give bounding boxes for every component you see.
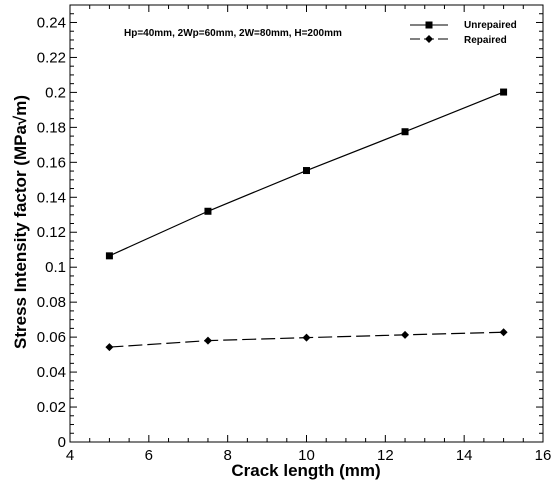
data-point-repaired bbox=[401, 330, 410, 339]
data-point-unrepaired bbox=[105, 252, 113, 260]
data-point-repaired bbox=[203, 336, 212, 345]
y-tick-label: 0.04 bbox=[37, 364, 66, 381]
x-tick-label: 8 bbox=[223, 447, 231, 464]
legend-label-repaired: Repaired bbox=[464, 35, 507, 46]
data-point-unrepaired bbox=[500, 88, 508, 96]
x-tick-label: 4 bbox=[66, 447, 74, 464]
y-tick-label: 0 bbox=[58, 434, 66, 451]
data-point-repaired bbox=[105, 343, 114, 352]
y-tick-label: 0.2 bbox=[45, 84, 66, 101]
data-point-repaired bbox=[499, 328, 508, 337]
data-point-unrepaired bbox=[303, 167, 310, 175]
data-point-unrepaired bbox=[401, 128, 409, 136]
x-axis-title: Crack length (mm) bbox=[231, 461, 380, 480]
data-point-unrepaired bbox=[204, 207, 212, 215]
plot-frame bbox=[69, 4, 544, 443]
y-tick-label: 0.16 bbox=[37, 154, 66, 171]
x-tick-label: 16 bbox=[535, 447, 552, 464]
x-tick-label: 6 bbox=[145, 447, 153, 464]
y-tick-label: 0.18 bbox=[37, 119, 66, 136]
x-tick-label: 10 bbox=[298, 447, 315, 464]
legend-label-unrepaired: Unrepaired bbox=[464, 20, 517, 31]
y-tick-label: 0.14 bbox=[37, 189, 66, 206]
y-tick-label: 0.02 bbox=[37, 399, 66, 416]
y-tick-label: 0.06 bbox=[37, 329, 66, 346]
legend: Unrepaired Repaired bbox=[410, 20, 517, 46]
y-tick-label: 0.24 bbox=[37, 14, 66, 31]
series-layer bbox=[105, 88, 508, 352]
x-tick-label: 12 bbox=[377, 447, 394, 464]
chart-annotation: Hp=40mm, 2Wp=60mm, 2W=80mm, H=200mm bbox=[124, 28, 342, 39]
legend-marker-unrepaired bbox=[425, 21, 433, 29]
y-tick-label: 0.08 bbox=[37, 294, 66, 311]
x-tick-label: 14 bbox=[456, 447, 473, 464]
axis-ticks: 4 6 8 10 12 14 16 0 0.02 0.04 0.06 0.08 0.1 0.12 0.14 0… bbox=[37, 4, 552, 464]
y-axis-title: Stress Intensity factor (MPa√m) bbox=[11, 95, 30, 349]
data-point-repaired bbox=[302, 333, 311, 342]
legend-marker-repaired bbox=[425, 35, 433, 43]
y-tick-label: 0.1 bbox=[45, 259, 66, 276]
y-tick-label: 0.22 bbox=[37, 49, 66, 66]
y-tick-label: 0.12 bbox=[37, 224, 66, 241]
